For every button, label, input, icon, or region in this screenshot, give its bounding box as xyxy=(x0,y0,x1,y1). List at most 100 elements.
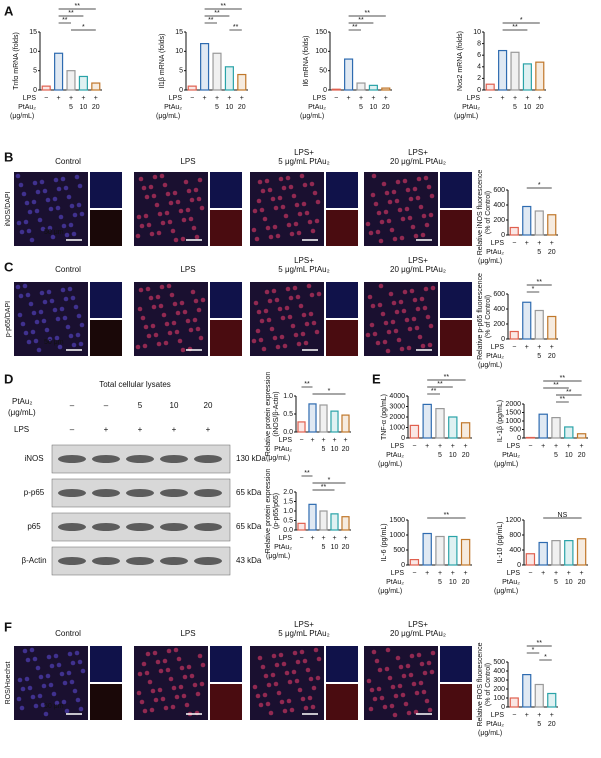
panel-label: C xyxy=(4,259,14,274)
sig-label: * xyxy=(532,286,535,293)
cell xyxy=(160,220,166,226)
cell xyxy=(193,187,199,193)
cell xyxy=(263,673,269,679)
cell xyxy=(145,651,151,657)
cell xyxy=(200,297,206,303)
band-name: p65 xyxy=(27,522,41,531)
row-value: − xyxy=(334,95,338,102)
cell xyxy=(158,303,164,309)
cell xyxy=(400,216,406,222)
inset-dapi xyxy=(210,282,242,318)
cell xyxy=(312,190,318,196)
cell xyxy=(153,697,159,703)
bar xyxy=(522,63,532,91)
row-value: + xyxy=(525,712,529,719)
inset-dapi xyxy=(326,172,358,208)
row-value: 5 xyxy=(438,452,442,459)
cell xyxy=(275,344,281,350)
cell xyxy=(40,702,46,708)
inset-dapi xyxy=(90,172,122,208)
cell xyxy=(294,678,300,684)
row-value: + xyxy=(227,95,231,102)
row-value: + xyxy=(550,240,554,247)
y-axis-label: Tnfα mRNA (folds) xyxy=(13,32,20,90)
cell xyxy=(49,663,55,669)
cell xyxy=(184,702,190,708)
cell xyxy=(267,298,273,304)
cell xyxy=(278,176,284,182)
inset-dapi xyxy=(210,646,242,682)
cell xyxy=(316,656,322,662)
y-tick-label: 0 xyxy=(501,232,505,239)
cell xyxy=(169,292,175,298)
bar xyxy=(576,433,587,439)
cell xyxy=(144,194,150,200)
bar xyxy=(409,558,420,566)
cell xyxy=(171,685,177,691)
row-unit: (μg/mL) xyxy=(494,461,518,468)
bar xyxy=(212,52,222,91)
row-value: + xyxy=(57,95,61,102)
cell xyxy=(65,324,71,330)
cell xyxy=(175,199,181,205)
bar xyxy=(224,66,234,91)
cell xyxy=(366,678,372,684)
y-tick-label: 8 xyxy=(477,40,481,47)
cell xyxy=(198,335,204,341)
cell xyxy=(162,658,168,664)
cell xyxy=(161,312,167,318)
cell xyxy=(277,195,283,201)
cell xyxy=(56,662,62,668)
bar xyxy=(381,87,391,91)
cell xyxy=(152,650,158,656)
cell xyxy=(178,684,184,690)
cell xyxy=(195,691,201,697)
cell xyxy=(30,694,36,700)
cell xyxy=(189,197,195,203)
cell xyxy=(155,294,161,300)
bar xyxy=(448,416,458,439)
sig-label: * xyxy=(532,647,535,654)
cell xyxy=(427,707,433,713)
cell xyxy=(43,711,49,717)
bar xyxy=(564,426,574,439)
row-value: 10 xyxy=(449,452,457,459)
bar xyxy=(297,421,306,433)
bar xyxy=(510,51,520,91)
cell xyxy=(303,340,309,346)
y-tick-label: 4000 xyxy=(389,393,405,400)
band xyxy=(160,557,188,565)
y-tick-label: 400 xyxy=(493,306,505,313)
cell xyxy=(167,219,173,225)
inset-stain xyxy=(90,684,122,720)
cell xyxy=(74,174,80,180)
cell xyxy=(52,196,58,202)
cell xyxy=(70,660,76,666)
cell xyxy=(393,693,399,699)
cell xyxy=(273,205,279,211)
cell xyxy=(289,707,295,713)
cell xyxy=(304,321,310,327)
ptau-label: PtAu₂ xyxy=(12,397,32,406)
cell xyxy=(254,236,260,242)
bar xyxy=(534,309,544,340)
cell xyxy=(24,200,30,206)
cell xyxy=(69,203,75,209)
cell xyxy=(32,180,38,186)
sig-label: ** xyxy=(437,381,443,388)
cell xyxy=(394,309,400,315)
inset-stain xyxy=(90,210,122,246)
cell xyxy=(425,314,431,320)
sig-label: ** xyxy=(358,17,364,24)
row-value: 20 xyxy=(382,104,390,111)
cell xyxy=(199,681,205,687)
inset-stain xyxy=(326,320,358,356)
cell xyxy=(374,658,380,664)
row-value: + xyxy=(554,570,558,577)
band xyxy=(126,557,154,565)
y-tick-label: 0 xyxy=(477,87,481,94)
cell xyxy=(150,323,156,329)
cell xyxy=(269,326,275,332)
cell xyxy=(61,223,67,229)
bar xyxy=(509,697,519,708)
